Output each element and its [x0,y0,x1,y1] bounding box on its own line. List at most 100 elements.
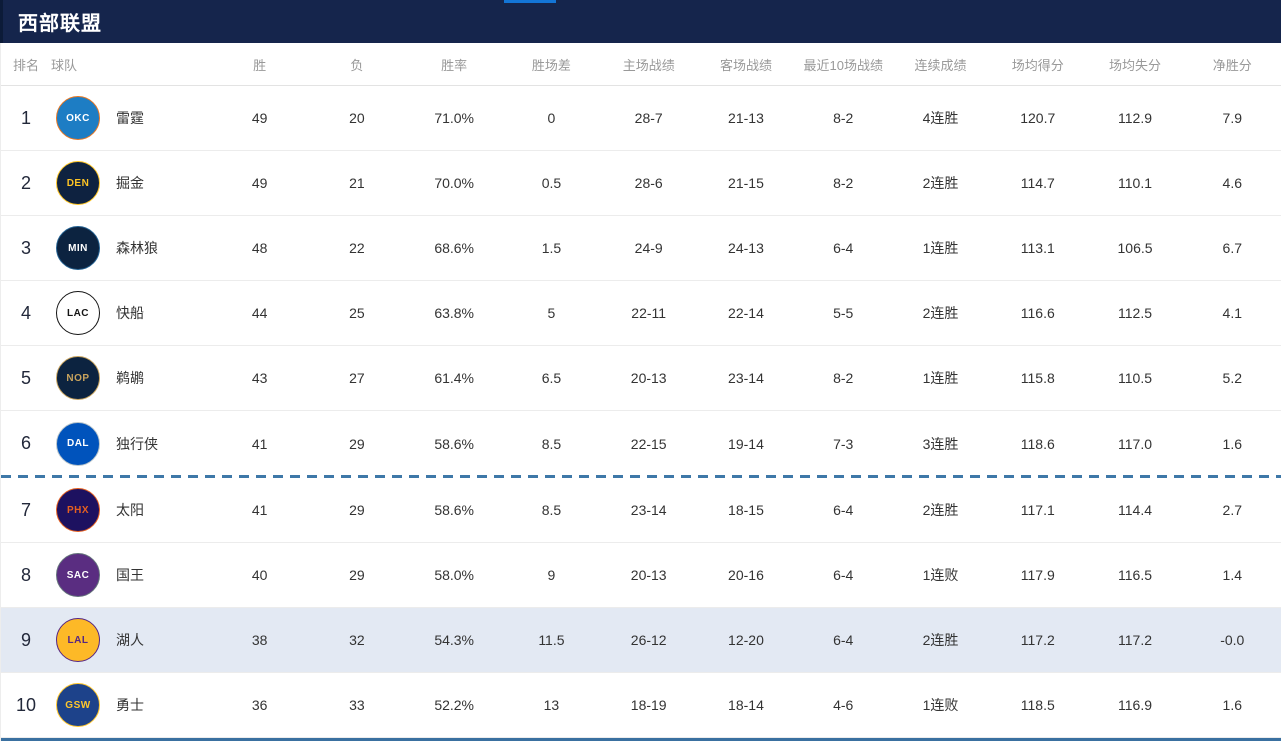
cell-losses: 25 [349,305,365,321]
column-header-ppg: 场均得分 [1011,57,1064,73]
cell-ppg: 118.5 [1020,697,1055,713]
team-name[interactable]: 独行侠 [116,435,158,452]
table-row[interactable]: 4 LAC 快船 44 25 63.8% 5 22-11 22-14 5-5 2… [1,281,1281,346]
team-name[interactable]: 雷霆 [116,110,144,126]
cell-losses: 20 [349,110,365,126]
column-header-wins: 胜 [253,57,267,73]
cell-streak: 1连败 [922,697,959,713]
cell-losses: 32 [349,632,365,648]
active-tab-indicator[interactable] [504,0,556,3]
team-name[interactable]: 快船 [116,305,144,321]
cell-wins: 48 [251,240,268,256]
team-logo-icon[interactable]: DEN [56,161,100,205]
cell-opp_ppg: 112.9 [1118,110,1153,126]
team-name[interactable]: 森林狼 [116,240,158,256]
cell-streak: 1连胜 [922,370,959,386]
conference-header-bar: 西部联盟 [0,0,1281,43]
column-header-last10: 最近10场战绩 [803,57,883,73]
rank-cell: 5 [20,367,31,388]
cell-home: 28-6 [634,175,663,191]
team-name[interactable]: 勇士 [116,697,144,713]
cell-home: 24-9 [634,240,663,256]
table-row[interactable]: 10 GSW 勇士 36 33 52.2% 13 18-19 18-14 4-6… [1,673,1281,738]
cell-away: 24-13 [728,240,764,256]
cell-gb: 0 [547,110,556,126]
cell-net: 2.7 [1222,502,1243,518]
cell-opp_ppg: 116.5 [1118,567,1153,583]
rank-cell: 8 [20,564,31,585]
cell-home: 23-14 [630,502,667,518]
team-cell[interactable]: NOP 鹈鹕 [51,356,211,400]
cell-wins: 44 [251,305,268,321]
team-logo-icon[interactable]: LAL [56,618,100,662]
cell-streak: 2连胜 [922,632,959,648]
table-row[interactable]: 7 PHX 太阳 41 29 58.6% 8.5 23-14 18-15 6-4… [1,478,1281,543]
table-row[interactable]: 5 NOP 鹈鹕 43 27 61.4% 6.5 20-13 23-14 8-2… [1,346,1281,411]
cell-streak: 1连败 [922,567,959,583]
rank-cell: 9 [20,629,31,650]
cell-win_pct: 68.6% [434,240,475,256]
cell-losses: 22 [349,240,365,256]
team-cell[interactable]: DEN 掘金 [51,161,211,205]
team-logo-icon[interactable]: NOP [56,356,100,400]
cell-wins: 41 [251,502,268,518]
standings-body: 1 OKC 雷霆 49 20 71.0% 0 28-7 21-13 8-2 4连… [1,86,1281,738]
cell-gb: 5 [547,305,556,321]
team-cell[interactable]: LAL 湖人 [51,618,211,662]
cell-net: 6.7 [1222,240,1243,256]
cell-gb: 0.5 [541,175,562,191]
team-cell[interactable]: PHX 太阳 [51,488,211,532]
team-cell[interactable]: DAL 独行侠 [51,421,211,466]
cell-last10: 5-5 [833,305,854,321]
team-cell[interactable]: MIN 森林狼 [51,226,211,270]
team-cell[interactable]: OKC 雷霆 [51,96,211,140]
cell-last10: 6-4 [833,240,854,256]
table-row[interactable]: 3 MIN 森林狼 48 22 68.6% 1.5 24-9 24-13 6-4… [1,216,1281,281]
cell-opp_ppg: 112.5 [1118,305,1153,321]
cell-gb: 8.5 [541,502,562,518]
cell-opp_ppg: 106.5 [1117,240,1153,256]
team-name[interactable]: 国王 [116,567,144,583]
team-name[interactable]: 鹈鹕 [116,370,144,386]
table-row[interactable]: 2 DEN 掘金 49 21 70.0% 0.5 28-6 21-15 8-2 … [1,151,1281,216]
cell-home: 22-11 [631,305,667,321]
team-logo-icon[interactable]: SAC [56,553,100,597]
team-logo-icon[interactable]: MIN [56,226,100,270]
cell-streak: 1连胜 [922,240,959,256]
team-logo-icon[interactable]: GSW [56,683,100,727]
team-cell[interactable]: LAC 快船 [51,291,211,335]
cell-away: 20-16 [728,567,764,583]
team-cell[interactable]: SAC 国王 [51,553,211,597]
team-name[interactable]: 湖人 [116,632,144,648]
cell-ppg: 115.8 [1020,370,1055,386]
cell-losses: 29 [349,435,365,452]
table-bottom-border [1,738,1281,741]
table-row[interactable]: 6 DAL 独行侠 41 29 58.6% 8.5 22-15 19-14 7-… [1,411,1281,476]
rank-cell: 4 [20,302,31,323]
cell-opp_ppg: 110.1 [1118,175,1153,191]
cell-ppg: 114.7 [1020,175,1055,191]
cell-home: 26-12 [630,632,667,648]
team-cell[interactable]: GSW 勇士 [51,683,211,727]
column-header-home: 主场战绩 [622,57,675,73]
cell-away: 18-14 [728,697,764,713]
team-logo-icon[interactable]: OKC [56,96,100,140]
table-row[interactable]: 1 OKC 雷霆 49 20 71.0% 0 28-7 21-13 8-2 4连… [1,86,1281,151]
column-header-team: 球队 [51,57,78,73]
table-row[interactable]: 9 LAL 湖人 38 32 54.3% 11.5 26-12 12-20 6-… [1,608,1281,673]
cell-net: 5.2 [1222,370,1243,386]
team-logo-icon[interactable]: LAC [56,291,100,335]
team-logo-icon[interactable]: DAL [56,421,100,466]
page-title: 西部联盟 [18,13,102,35]
team-name[interactable]: 掘金 [116,175,144,191]
cell-net: 4.1 [1222,305,1243,321]
cell-away: 22-14 [728,305,764,321]
column-header-winpct: 胜率 [441,57,468,73]
table-row[interactable]: 8 SAC 国王 40 29 58.0% 9 20-13 20-16 6-4 1… [1,543,1281,608]
cell-last10: 6-4 [833,632,854,648]
team-name[interactable]: 太阳 [116,502,144,518]
team-logo-icon[interactable]: PHX [56,488,100,532]
cell-home: 20-13 [630,370,667,386]
table-header-row: 排名 球队 胜 负 胜率 胜场差 主场战绩 客场战绩 最近10场战绩 连续成绩 … [1,43,1281,86]
cell-win_pct: 54.3% [434,632,475,648]
